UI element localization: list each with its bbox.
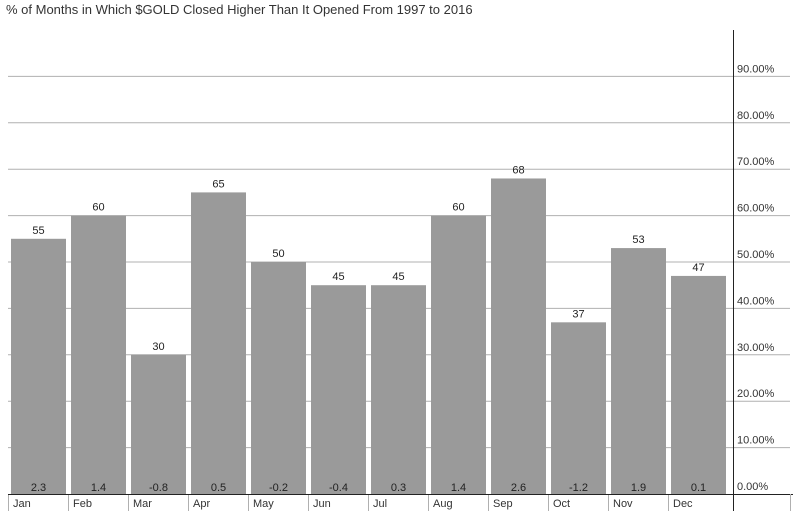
bar-nov: [611, 248, 666, 494]
bar-bottom-label: 2.3: [31, 482, 46, 494]
bar-bottom-label: 1.9: [631, 482, 646, 494]
bar-value-label: 68: [512, 164, 524, 176]
x-tick-label: Apr: [193, 498, 210, 510]
y-tick-label: 40.00%: [737, 295, 775, 307]
bars: [11, 178, 726, 495]
chart-title: % of Months in Which $GOLD Closed Higher…: [6, 2, 473, 17]
bar-apr: [191, 192, 246, 494]
bar-aug: [431, 215, 486, 494]
bar-value-label: 47: [692, 262, 704, 274]
bar-bottom-label: 2.6: [511, 482, 526, 494]
y-tick-label: 60.00%: [737, 203, 775, 215]
y-tick-label: 20.00%: [737, 388, 775, 400]
bar-oct: [551, 322, 606, 494]
x-tick-label: Jan: [13, 498, 31, 510]
bar-jan: [11, 238, 66, 494]
bar-value-label: 65: [212, 178, 224, 190]
bar-value-label: 30: [152, 341, 164, 353]
bar-sep: [491, 178, 546, 495]
bar-bottom-label: 1.4: [451, 482, 466, 494]
bar-value-label: 50: [272, 248, 284, 260]
bar-bottom-label: -1.2: [569, 482, 588, 494]
bar-feb: [71, 215, 126, 494]
y-tick-label: 90.00%: [737, 63, 775, 75]
y-tick-label: 80.00%: [737, 110, 775, 122]
x-tick-label: Mar: [133, 498, 152, 510]
bar-jul: [371, 285, 426, 494]
bar-bottom-label: 0.5: [211, 482, 226, 494]
x-tick-label: May: [253, 498, 274, 510]
y-tick-label: 50.00%: [737, 249, 775, 261]
bar-bottom-label: 1.4: [91, 482, 106, 494]
x-tick-label: Feb: [73, 498, 92, 510]
bar-bottom-label: -0.4: [329, 482, 348, 494]
bar-value-label: 60: [452, 202, 464, 214]
x-tick-label: Sep: [493, 498, 513, 510]
bar-bottom-label: 0.3: [391, 482, 406, 494]
bar-value-label: 53: [632, 234, 644, 246]
bar-value-label: 55: [32, 225, 44, 237]
x-tick-label: Nov: [613, 498, 633, 510]
bar-bottom-label: 0.1: [691, 482, 706, 494]
bar-mar: [131, 354, 186, 494]
bar-jun: [311, 285, 366, 494]
y-tick-label: 70.00%: [737, 156, 775, 168]
bar-value-label: 60: [92, 202, 104, 214]
y-tick-label: 0.00%: [737, 481, 768, 493]
x-tick-label: Jun: [313, 498, 331, 510]
bar-bottom-label: -0.2: [269, 482, 288, 494]
bar-bottom-label: -0.8: [149, 482, 168, 494]
x-tick-label: Dec: [673, 498, 693, 510]
x-tick-label: Oct: [553, 498, 570, 510]
labels: 0.00% 10.00% 20.00% 30.00% 40.00% 50.00% 60.00…: [13, 63, 775, 510]
x-tick-label: Aug: [433, 498, 453, 510]
y-tick-label: 10.00%: [737, 435, 775, 447]
bar-dec: [671, 275, 726, 494]
bar-value-label: 45: [332, 271, 344, 283]
bar-value-label: 45: [392, 271, 404, 283]
bar-value-label: 37: [572, 308, 584, 320]
axes: [8, 30, 793, 511]
bar-may: [251, 262, 306, 494]
y-tick-label: 30.00%: [737, 342, 775, 354]
x-tick-label: Jul: [373, 498, 387, 510]
